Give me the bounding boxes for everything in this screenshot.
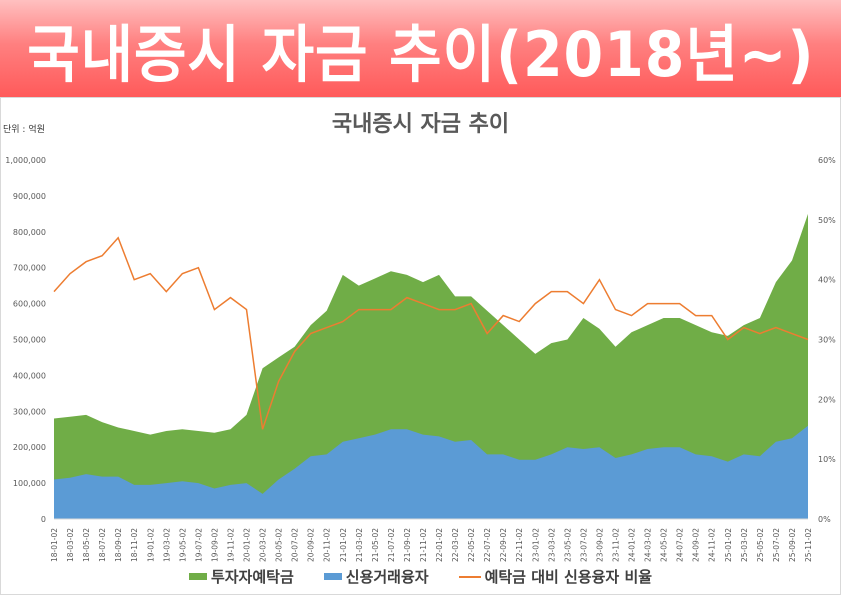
- x-tick-label: 20-01-02: [243, 528, 252, 562]
- x-tick-label: 19-11-02: [226, 528, 235, 562]
- legend-item-ratio: 예탁금 대비 신용융자 비율: [458, 566, 653, 587]
- legend-swatch-green: [188, 573, 207, 580]
- x-tick-label: 20-05-02: [275, 528, 284, 562]
- x-tick-label: 22-09-02: [499, 528, 508, 562]
- x-tick-label: 22-05-02: [467, 528, 476, 562]
- banner-title: 국내증시 자금 추이(2018년~): [26, 17, 815, 91]
- y-left-tick-label: 800,000: [13, 228, 46, 237]
- x-tick-label: 18-05-02: [82, 528, 91, 562]
- legend-label: 신용거래융자: [345, 568, 429, 586]
- x-tick-label: 19-09-02: [210, 528, 219, 562]
- chart-title: 국내증시 자금 추이: [331, 112, 510, 137]
- y-right-tick-label: 40%: [818, 276, 836, 285]
- y-left-tick-label: 900,000: [13, 192, 46, 201]
- x-tick-label: 19-01-02: [146, 528, 155, 562]
- x-tick-label: 23-11-02: [611, 528, 620, 562]
- x-tick-label: 22-07-02: [483, 528, 492, 562]
- x-tick-label: 24-07-02: [676, 528, 685, 562]
- x-tick-label: 23-05-02: [563, 528, 572, 562]
- x-tick-label: 18-03-02: [66, 528, 75, 562]
- x-tick-label: 20-03-02: [259, 528, 268, 562]
- y-left-tick-label: 1,000,000: [5, 156, 46, 165]
- x-tick-label: 18-09-02: [114, 528, 123, 562]
- x-tick-label: 22-01-02: [435, 528, 444, 562]
- legend: 투자자예탁금 신용거래융자 예탁금 대비 신용융자 비율: [0, 566, 841, 587]
- y-right-tick-label: 10%: [818, 455, 836, 464]
- x-tick-label: 20-11-02: [323, 528, 332, 562]
- x-tick-label: 24-09-02: [692, 528, 701, 562]
- legend-label: 예탁금 대비 신용융자 비율: [484, 568, 653, 586]
- unit-label: 단위 : 억원: [3, 125, 45, 135]
- series-area-1: [54, 425, 808, 519]
- x-tick-label: 18-01-02: [50, 528, 59, 562]
- y-left-tick-label: 400,000: [13, 371, 46, 380]
- y-right-tick-label: 60%: [818, 156, 836, 165]
- series-area-0: [54, 213, 808, 519]
- legend-item-credit: 신용거래융자: [323, 566, 429, 587]
- x-tick-label: 24-01-02: [628, 528, 637, 562]
- x-tick-label: 25-11-02: [804, 528, 813, 562]
- x-tick-label: 25-01-02: [724, 528, 733, 562]
- x-tick-label: 25-09-02: [788, 528, 797, 562]
- x-tick-label: 25-05-02: [756, 528, 765, 562]
- x-tick-label: 22-11-02: [515, 528, 524, 562]
- banner: 국내증시 자금 추이(2018년~): [0, 0, 841, 97]
- x-tick-label: 21-09-02: [403, 528, 412, 562]
- x-tick-label: 19-03-02: [162, 528, 171, 562]
- x-tick-label: 25-03-02: [740, 528, 749, 562]
- x-tick-label: 18-07-02: [98, 528, 107, 562]
- y-left-tick-label: 700,000: [13, 264, 46, 273]
- x-tick-label: 19-05-02: [178, 528, 187, 562]
- legend-swatch-orange: [458, 575, 481, 578]
- x-tick-label: 19-07-02: [194, 528, 203, 562]
- x-tick-label: 23-09-02: [595, 528, 604, 562]
- x-tick-label: 21-07-02: [387, 528, 396, 562]
- y-right-tick-label: 0%: [818, 515, 831, 524]
- x-tick-label: 21-01-02: [339, 528, 348, 562]
- x-tick-label: 25-07-02: [772, 528, 781, 562]
- x-tick-label: 22-03-02: [451, 528, 460, 562]
- legend-label: 투자자예탁금: [210, 568, 294, 586]
- legend-item-deposit: 투자자예탁금: [188, 566, 294, 587]
- y-right-tick-label: 30%: [818, 336, 836, 345]
- x-tick-label: 20-07-02: [291, 528, 300, 562]
- x-tick-label: 20-09-02: [307, 528, 316, 562]
- x-tick-label: 23-03-02: [547, 528, 556, 562]
- x-tick-label: 21-05-02: [371, 528, 380, 562]
- y-left-tick-label: 0: [41, 515, 46, 524]
- x-tick-label: 18-11-02: [130, 528, 139, 562]
- y-left-tick-label: 300,000: [13, 407, 46, 416]
- y-right-tick-label: 20%: [818, 395, 836, 404]
- y-left-tick-label: 200,000: [13, 443, 46, 452]
- x-tick-label: 23-07-02: [579, 528, 588, 562]
- x-tick-label: 24-03-02: [644, 528, 653, 562]
- y-right-tick-label: 50%: [818, 216, 836, 225]
- y-left-tick-label: 100,000: [13, 479, 46, 488]
- series-line-2: [53, 236, 809, 430]
- x-tick-label: 24-11-02: [708, 528, 717, 562]
- y-left-tick-label: 500,000: [13, 336, 46, 345]
- x-tick-label: 21-03-02: [355, 528, 364, 562]
- y-left-tick-label: 600,000: [13, 300, 46, 309]
- x-tick-label: 23-01-02: [531, 528, 540, 562]
- x-tick-label: 21-11-02: [419, 528, 428, 562]
- x-tick-label: 24-05-02: [660, 528, 669, 562]
- legend-swatch-blue: [323, 573, 342, 580]
